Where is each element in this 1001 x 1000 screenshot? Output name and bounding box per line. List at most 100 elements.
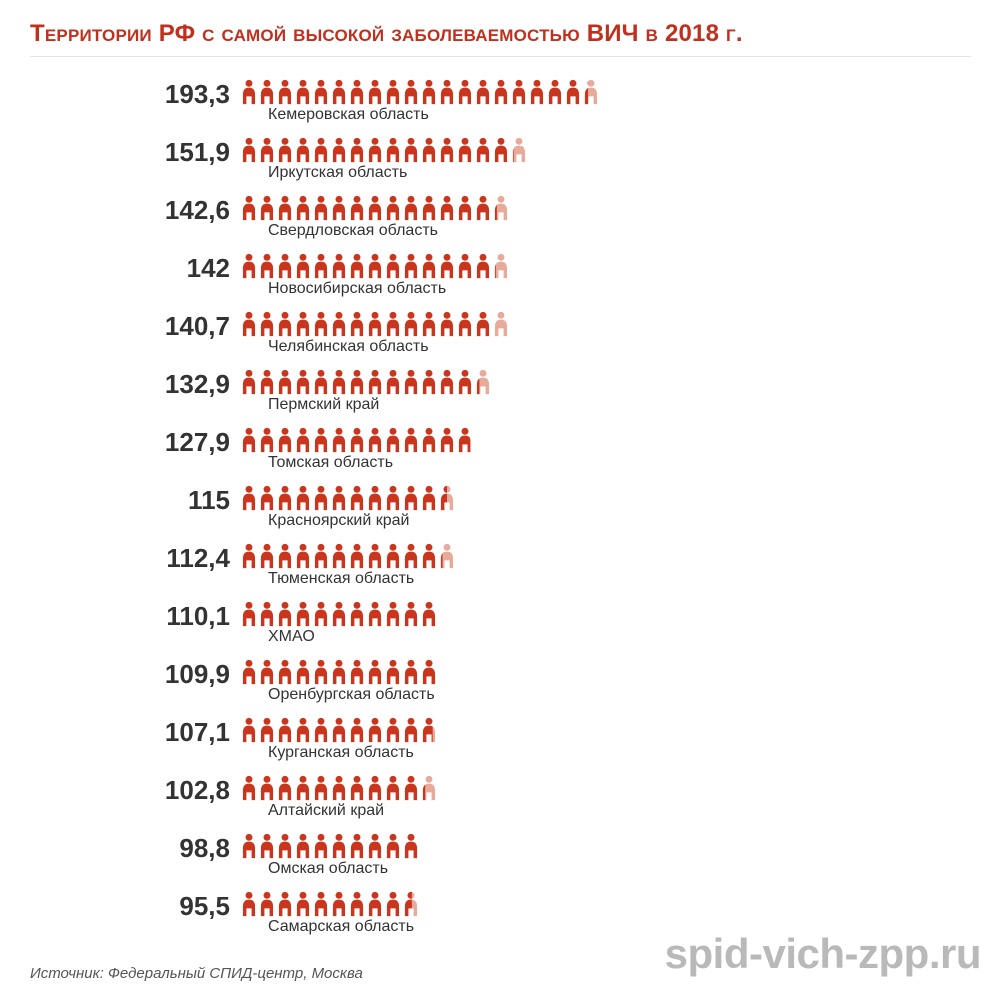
person-icon [348,775,366,801]
person-icon [294,659,312,685]
person-icon [366,427,384,453]
person-icon [366,833,384,859]
person-icon [510,79,528,105]
person-icon [348,543,366,569]
person-icon [348,79,366,105]
person-icon-partial [438,485,456,511]
row-icons [240,253,510,279]
person-icon [258,659,276,685]
person-icon [384,717,402,743]
person-icon [276,427,294,453]
row-icons-col: Красноярский край [240,485,456,530]
person-icon [384,659,402,685]
person-icon [276,717,294,743]
row-region-label: Иркутская область [240,164,528,182]
person-icon [366,253,384,279]
person-icon [312,427,330,453]
person-icon [312,195,330,221]
pictogram-row: 102,8 [90,775,971,823]
row-value: 109,9 [90,659,240,689]
pictogram-row: 193,3 [90,79,971,127]
title-rule [30,56,971,57]
person-icon [420,311,438,337]
person-icon [258,369,276,395]
person-icon [348,195,366,221]
person-icon [294,137,312,163]
person-icon [258,833,276,859]
row-icons-col: Челябинская область [240,311,510,356]
person-icon [240,485,258,511]
person-icon [276,601,294,627]
pictogram-row: 142,6 [90,195,971,243]
person-icon [240,601,258,627]
chart-title: Территории РФ с самой высокой заболеваем… [30,20,971,48]
row-region-label: Пермский край [240,396,492,414]
row-value: 110,1 [90,601,240,631]
person-icon [456,253,474,279]
person-icon [474,253,492,279]
person-icon [366,717,384,743]
person-icon [312,311,330,337]
row-value: 102,8 [90,775,240,805]
person-icon [240,79,258,105]
pictogram-row: 115 [90,485,971,533]
person-icon [240,195,258,221]
row-icons-col: Тюменская область [240,543,456,588]
row-icons-col: ХМАО [240,601,438,646]
person-icon [348,717,366,743]
person-icon [348,659,366,685]
person-icon [384,311,402,337]
person-icon [294,369,312,395]
row-icons-col: Кемеровская область [240,79,600,124]
person-icon [384,775,402,801]
person-icon [240,253,258,279]
row-region-label: Томская область [240,454,474,472]
person-icon [420,195,438,221]
pictogram-row: 110,1 ХМАО [90,601,971,649]
pictogram-row: 107,1 [90,717,971,765]
person-icon [366,543,384,569]
row-region-label: Самарская область [240,918,420,936]
person-icon-partial [420,717,438,743]
person-icon [240,137,258,163]
person-icon [294,717,312,743]
row-icons [240,195,510,221]
person-icon [330,775,348,801]
person-icon [384,891,402,917]
person-icon [492,137,510,163]
pictogram-row: 98,8 Омск [90,833,971,881]
person-icon [384,601,402,627]
row-region-label: Кемеровская область [240,106,600,124]
row-icons [240,79,600,105]
row-icons [240,717,438,743]
row-region-label: Красноярский край [240,512,456,530]
person-icon-partial [510,137,528,163]
row-icons [240,659,438,685]
person-icon [438,137,456,163]
person-icon [420,79,438,105]
person-icon [294,253,312,279]
infographic-container: Территории РФ с самой высокой заболеваем… [0,0,1001,1000]
person-icon-partial [420,775,438,801]
person-icon [258,485,276,511]
person-icon [276,79,294,105]
person-icon [366,369,384,395]
row-icons [240,775,438,801]
person-icon [294,891,312,917]
row-icons [240,369,492,395]
person-icon [402,137,420,163]
person-icon [402,195,420,221]
person-icon [258,543,276,569]
person-icon [330,427,348,453]
person-icon [294,485,312,511]
row-region-label: Тюменская область [240,570,456,588]
person-icon [366,79,384,105]
person-icon [402,775,420,801]
row-value: 115 [90,485,240,515]
person-icon [330,369,348,395]
person-icon [456,369,474,395]
person-icon [240,833,258,859]
person-icon [546,79,564,105]
person-icon [384,79,402,105]
row-region-label: Оренбургская область [240,686,438,704]
